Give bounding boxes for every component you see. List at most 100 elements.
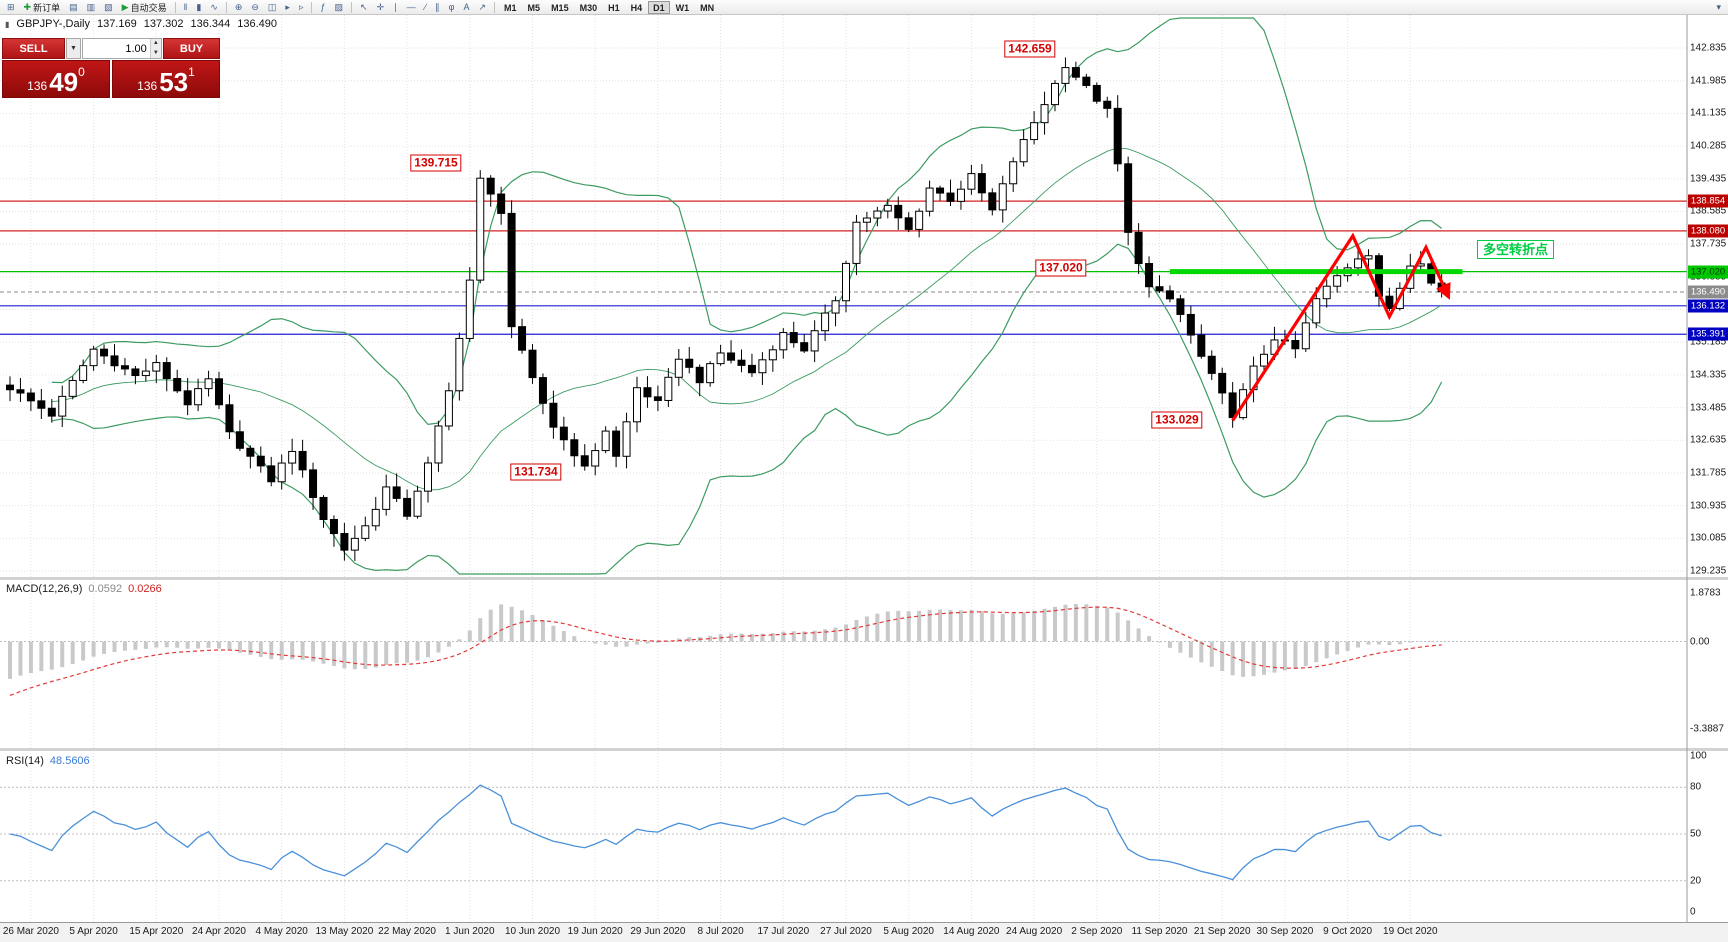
timeframe-m30-label: M30: [579, 2, 598, 13]
data-window[interactable]: ▥: [83, 1, 100, 14]
crosshair-tool[interactable]: ✛: [373, 1, 389, 14]
arrows-tool[interactable]: ↗: [474, 1, 490, 14]
time-axis[interactable]: [0, 922, 1728, 942]
price-tag: 136.132: [1688, 299, 1728, 313]
candlestick-mode[interactable]: ▮: [192, 1, 205, 14]
macd-main-value: 0.0592: [88, 583, 123, 595]
cursor-tool[interactable]: ↖: [356, 1, 372, 14]
line-chart-mode[interactable]: ∿: [206, 1, 222, 14]
sell-button[interactable]: SELL: [2, 38, 65, 59]
trendline-tool-icon: ∕: [424, 1, 427, 12]
ohlc-open: 137.169: [96, 18, 137, 30]
timeframe-m15[interactable]: M15: [546, 1, 574, 14]
date-axis-label: 4 May 2020: [255, 926, 308, 937]
price-axis-label: 130.935: [1690, 500, 1727, 512]
rsi-name: RSI(14): [6, 755, 44, 767]
buy-pips: 53: [159, 66, 189, 97]
price-axis-label: 141.985: [1690, 75, 1727, 87]
market-watch[interactable]: ▤: [65, 1, 82, 14]
date-axis-label: 22 May 2020: [378, 926, 437, 937]
date-axis-label: 17 Jul 2020: [757, 926, 810, 937]
trendline-tool[interactable]: ∕: [421, 1, 431, 14]
timeframe-m5-label: M5: [527, 2, 541, 13]
price-axis-label: 133.485: [1690, 402, 1727, 414]
price-axis-label: 129.235: [1690, 565, 1727, 577]
buy-price-button[interactable]: 136 53 1: [112, 60, 220, 98]
trend-zigzag-arrow[interactable]: [1231, 232, 1451, 422]
zoom-in[interactable]: ⊕: [231, 1, 247, 14]
price-axis-label: 132.635: [1690, 434, 1727, 446]
macd-axis-label: 1.8783: [1690, 587, 1721, 599]
bar-chart-mode-icon: ‖: [183, 1, 188, 12]
candlestick-mode-icon: ▮: [196, 1, 202, 12]
timeframe-h1[interactable]: H1: [603, 1, 625, 14]
toolbar-separator: [311, 1, 313, 13]
bar-chart-mode[interactable]: ‖: [180, 1, 192, 14]
timeframe-m30[interactable]: M30: [575, 1, 603, 14]
date-axis-label: 2 Sep 2020: [1071, 926, 1123, 937]
timeframe-mn[interactable]: MN: [695, 1, 719, 14]
timeframe-h4[interactable]: H4: [626, 1, 648, 14]
timeframe-h4-label: H4: [630, 2, 643, 13]
order-type-dropdown[interactable]: ▼: [66, 38, 81, 59]
timeframe-m1[interactable]: M1: [499, 1, 522, 14]
horizontal-line-tool[interactable]: ―: [403, 1, 420, 14]
price-callout[interactable]: 131.734: [510, 463, 562, 481]
templates[interactable]: ▨: [331, 1, 348, 14]
sell-price-button[interactable]: 136 49 0: [2, 60, 110, 98]
price-callout[interactable]: 142.659: [1004, 40, 1056, 58]
fibonacci-tool[interactable]: φ: [445, 1, 459, 14]
navigator[interactable]: ▧: [100, 1, 117, 14]
panel-separators[interactable]: [0, 15, 1728, 922]
volume-input[interactable]: [83, 39, 150, 58]
auto-trading[interactable]: ▶ 自动交易: [118, 1, 171, 14]
toolbar: ⊞ ✚ 新订单 ▤ ▥ ▧ ▶ 自动交易 ‖ ▮ ∿ ⊕ ⊖ ◫ ▸ ▹ ƒ ▨ ↖ ✛ ∣ ― ∕ ∥ φ A ↗ M1 M5 M15 M…: [0, 0, 1728, 15]
timeframe-d1[interactable]: D1: [648, 0, 670, 14]
timeframe-m5[interactable]: M5: [523, 1, 546, 14]
rsi-axis-label: 100: [1690, 750, 1707, 762]
bollinger-bands[interactable]: [51, 17, 1443, 575]
rsi-axis-label: 0: [1690, 906, 1696, 918]
price-axis-label: 134.335: [1690, 369, 1727, 381]
auto-scroll[interactable]: ▸: [281, 1, 294, 14]
sell-pips: 49: [49, 66, 79, 97]
date-axis-label: 29 Jun 2020: [630, 926, 686, 937]
timeframe-m15-label: M15: [551, 2, 569, 13]
date-axis-label: 14 Aug 2020: [943, 926, 1000, 937]
price-axis-label: 131.785: [1690, 467, 1727, 479]
auto-scroll-icon: ▸: [285, 1, 290, 12]
date-axis-label: 8 Jul 2020: [697, 926, 744, 937]
price-callout[interactable]: 133.029: [1151, 411, 1203, 429]
text-tool[interactable]: A: [459, 1, 473, 14]
annotation-text[interactable]: 多空转折点: [1477, 240, 1555, 259]
price-axis-label: 142.835: [1690, 42, 1727, 54]
date-axis-label: 27 Jul 2020: [820, 926, 872, 937]
chevron-down-icon: ▼: [70, 45, 77, 52]
timeframe-mn-label: MN: [700, 2, 715, 13]
indicators-list[interactable]: ƒ: [316, 1, 329, 14]
new-order[interactable]: ✚ 新订单: [20, 1, 65, 14]
buy-button[interactable]: BUY: [163, 38, 220, 59]
chart-shift[interactable]: ▹: [295, 1, 308, 14]
new-chart[interactable]: ⊞: [3, 1, 19, 14]
toolbar-overflow[interactable]: ▾: [1712, 1, 1725, 14]
volume-increase-button[interactable]: ▲: [150, 39, 161, 49]
vertical-line-tool[interactable]: ∣: [389, 1, 402, 14]
zoom-out[interactable]: ⊖: [247, 1, 263, 14]
price-tag: 135.391: [1688, 327, 1728, 341]
chart-shift-icon: ▹: [298, 1, 304, 12]
channel-tool[interactable]: ∥: [431, 1, 444, 14]
price-tag: 136.490: [1688, 285, 1728, 299]
date-axis-label: 13 May 2020: [315, 926, 374, 937]
volume-decrease-button[interactable]: ▼: [150, 48, 161, 58]
ohlc-close: 136.490: [237, 18, 278, 30]
timeframe-w1[interactable]: W1: [671, 1, 695, 14]
text-tool-icon: A: [463, 1, 470, 12]
date-axis-label: 5 Apr 2020: [69, 926, 118, 937]
price-callout[interactable]: 139.715: [410, 154, 462, 172]
tile-windows[interactable]: ◫: [264, 1, 281, 14]
price-axis-label: 139.435: [1690, 173, 1727, 185]
price-callout[interactable]: 137.020: [1035, 259, 1087, 277]
date-axis-label: 30 Sep 2020: [1256, 926, 1314, 937]
